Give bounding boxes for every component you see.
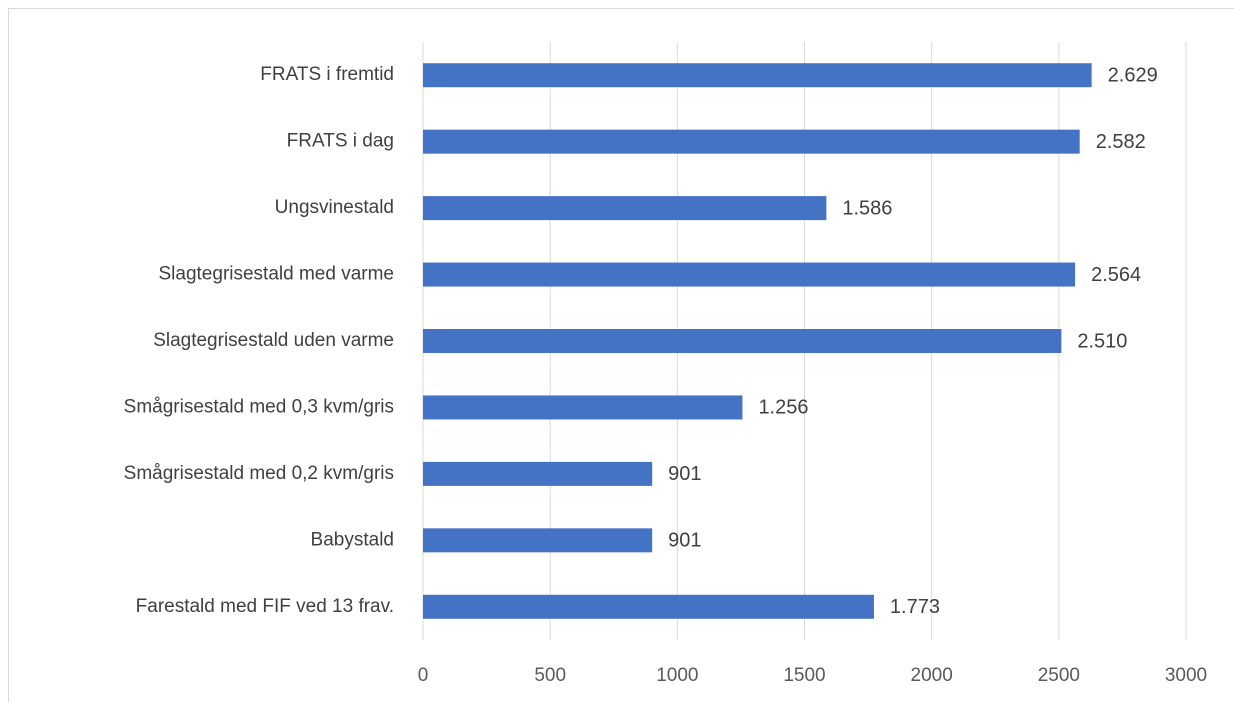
bar (423, 63, 1092, 88)
value-label: 2.582 (1096, 131, 1146, 153)
x-tick-label: 2000 (911, 665, 953, 686)
bar (423, 129, 1080, 154)
chart-frame (8, 8, 1234, 702)
y-tick-label: FRATS i fremtid (260, 64, 394, 85)
value-label: 1.773 (890, 596, 940, 618)
value-label: 2.510 (1077, 330, 1127, 352)
value-label: 901 (668, 530, 701, 552)
bar (423, 528, 653, 553)
y-tick-label: Smågrisestald med 0,3 kvm/gris (124, 396, 394, 417)
value-label: 901 (668, 463, 701, 485)
y-tick-label: Ungsvinestald (275, 197, 394, 218)
y-tick-label: FRATS i dag (287, 131, 394, 152)
bar (423, 461, 653, 486)
x-tick-label: 500 (534, 665, 566, 686)
y-tick-label: Babystald (311, 529, 394, 550)
bar (423, 262, 1076, 287)
value-label: 2.629 (1108, 65, 1158, 87)
y-tick-label: Slagtegrisestald med varme (159, 264, 395, 285)
value-label: 1.586 (842, 197, 892, 219)
x-tick-label: 2500 (1038, 665, 1080, 686)
bar (423, 594, 874, 619)
value-label: 1.256 (758, 397, 808, 419)
x-tick-label: 1500 (783, 665, 825, 686)
bar (423, 329, 1062, 353)
y-tick-label: Slagtegrisestald uden varme (153, 330, 394, 351)
y-tick-label: Smågrisestald med 0,2 kvm/gris (124, 463, 394, 484)
x-tick-label: 0 (418, 665, 429, 686)
y-tick-label: Farestald med FIF ved 13 frav. (136, 596, 394, 617)
x-tick-label: 1000 (656, 665, 698, 686)
x-tick-label: 3000 (1165, 665, 1207, 686)
bar (423, 196, 827, 221)
value-label: 2.564 (1091, 264, 1141, 286)
bar (423, 395, 743, 420)
